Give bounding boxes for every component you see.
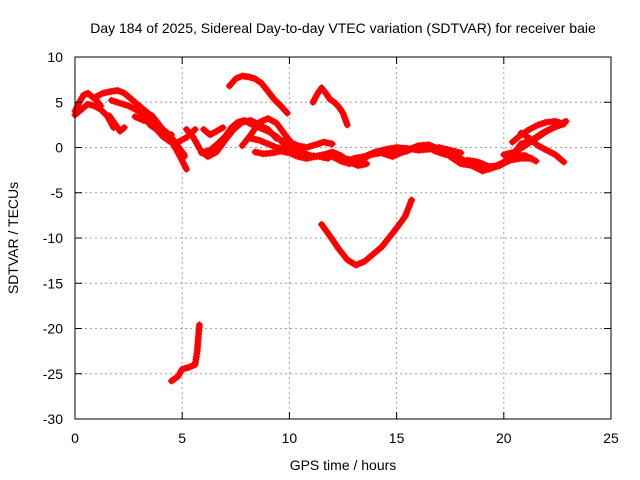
series-point-markers [517,129,568,166]
x-axis-label: GPS time / hours [290,457,397,473]
series-point-markers [200,124,227,139]
x-tick-label: 15 [389,430,405,446]
y-tick-label: -5 [51,185,64,201]
y-tick-label: 5 [55,94,63,110]
y-tick-label: 10 [47,49,63,65]
data-series [71,72,570,385]
series-arc-4 [105,112,128,135]
series-arc-21 [350,141,443,162]
y-tick-label: 0 [55,140,63,156]
series-point-markers [225,72,291,117]
x-tick-label: 5 [178,430,186,446]
y-tick-label: -30 [43,411,63,427]
series-point-markers [135,107,175,139]
series-point-markers [309,84,351,129]
y-axis-label: SDTVAR / TECUs [5,182,21,294]
series-arc-3 [90,87,190,173]
series-point-markers [500,117,570,159]
series-point-markers [277,136,336,151]
y-tick-label: -25 [43,366,63,382]
y-tick-label: -10 [43,230,63,246]
series-arc-22 [318,196,416,269]
series-arc-26 [517,129,568,166]
y-tick-label: -20 [43,321,63,337]
series-arc-12 [225,72,291,117]
series-arc-27 [500,117,570,159]
series-band [168,321,203,384]
series-arc-17 [309,84,351,129]
series-point-markers [198,116,298,159]
series-point-markers [168,321,203,385]
x-tick-label: 0 [71,430,79,446]
series-band [318,197,415,269]
series-arc-10 [198,116,298,159]
x-tick-label: 10 [282,430,298,446]
series-arc-28 [168,321,203,385]
series-point-markers [350,141,443,162]
chart-title: Day 184 of 2025, Sidereal Day-to-day VTE… [90,20,596,36]
series-arc-16 [277,136,336,151]
series-point-markers [105,112,128,135]
x-tick-label: 25 [603,430,619,446]
axis-ticks: 0 5 10 15 20 25 10 5 0 -5 -10 -15 -20 -25 -30 [43,49,619,446]
x-tick-label: 20 [496,430,512,446]
series-arc-7 [135,107,175,139]
series-point-markers [318,196,416,269]
series-point-markers [90,87,190,173]
y-tick-label: -15 [43,275,63,291]
series-arc-11 [200,124,227,139]
